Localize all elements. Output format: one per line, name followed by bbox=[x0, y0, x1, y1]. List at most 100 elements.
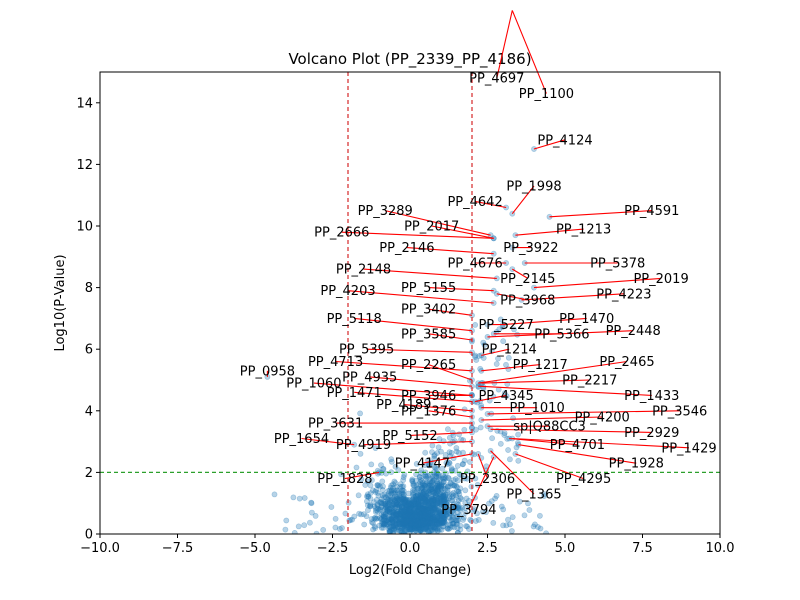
data-point bbox=[388, 482, 395, 489]
data-point bbox=[430, 514, 437, 520]
data-point bbox=[421, 505, 428, 512]
data-point bbox=[420, 529, 426, 534]
data-point bbox=[374, 482, 381, 488]
data-point bbox=[449, 508, 456, 515]
data-point bbox=[414, 519, 421, 526]
data-point bbox=[412, 519, 419, 525]
data-point bbox=[439, 465, 446, 472]
data-point bbox=[414, 513, 421, 520]
data-point bbox=[401, 500, 408, 506]
data-point bbox=[420, 509, 427, 515]
data-point bbox=[415, 501, 421, 508]
data-point bbox=[401, 513, 408, 519]
data-point bbox=[413, 523, 420, 529]
data-point bbox=[390, 509, 397, 515]
data-point bbox=[441, 518, 447, 525]
data-point bbox=[406, 514, 413, 521]
data-point bbox=[441, 510, 448, 517]
data-point bbox=[432, 526, 439, 533]
data-point bbox=[419, 499, 426, 506]
data-point bbox=[402, 513, 408, 520]
data-point bbox=[429, 496, 436, 503]
data-point bbox=[405, 501, 412, 508]
data-point bbox=[411, 516, 418, 523]
data-point bbox=[456, 505, 463, 512]
data-point bbox=[402, 517, 409, 524]
data-point bbox=[389, 514, 395, 521]
data-point bbox=[409, 510, 416, 516]
data-point bbox=[440, 492, 447, 499]
data-point bbox=[420, 521, 426, 528]
data-point bbox=[406, 526, 413, 533]
data-point bbox=[411, 521, 418, 528]
data-point bbox=[444, 483, 451, 490]
data-point bbox=[387, 524, 393, 531]
data-point bbox=[406, 521, 413, 528]
data-point bbox=[420, 484, 427, 491]
gene-label: PP_3585 bbox=[401, 327, 456, 342]
data-point bbox=[395, 527, 402, 534]
data-point bbox=[426, 520, 432, 526]
data-point bbox=[401, 523, 408, 530]
data-point bbox=[413, 513, 419, 520]
data-point bbox=[404, 510, 411, 517]
data-point bbox=[419, 516, 425, 522]
data-point bbox=[429, 515, 435, 522]
data-point bbox=[411, 523, 418, 529]
data-point bbox=[417, 512, 424, 519]
data-point bbox=[430, 498, 437, 505]
data-point bbox=[401, 520, 408, 527]
data-point bbox=[424, 520, 431, 527]
data-point bbox=[431, 497, 437, 504]
data-point bbox=[409, 520, 416, 527]
gene-label: PP_1471 bbox=[327, 386, 382, 401]
data-point bbox=[408, 499, 415, 506]
data-point bbox=[436, 482, 443, 489]
data-point bbox=[408, 509, 415, 516]
data-point bbox=[426, 520, 433, 527]
data-point bbox=[438, 502, 445, 508]
data-point bbox=[424, 517, 431, 524]
data-point bbox=[394, 524, 401, 531]
data-point bbox=[421, 488, 427, 495]
data-point bbox=[394, 513, 400, 519]
data-point bbox=[434, 497, 441, 504]
data-point bbox=[413, 525, 420, 532]
data-point bbox=[440, 499, 446, 505]
data-point bbox=[451, 482, 457, 489]
data-point bbox=[427, 490, 434, 496]
data-point bbox=[441, 519, 447, 526]
data-point bbox=[380, 513, 387, 520]
data-point bbox=[401, 528, 408, 534]
data-point bbox=[408, 520, 415, 527]
data-point bbox=[399, 487, 405, 493]
data-point bbox=[453, 494, 460, 500]
data-point bbox=[395, 514, 401, 521]
data-point bbox=[413, 518, 420, 524]
data-point bbox=[387, 492, 393, 499]
data-point bbox=[419, 519, 426, 526]
data-point bbox=[411, 517, 418, 524]
data-point bbox=[397, 483, 404, 490]
data-point bbox=[425, 507, 431, 514]
gene-label: PP_5155 bbox=[401, 281, 456, 296]
data-point bbox=[406, 506, 413, 513]
data-point bbox=[425, 512, 431, 519]
data-point bbox=[388, 456, 395, 463]
data-point bbox=[427, 503, 434, 510]
data-point bbox=[425, 485, 432, 492]
data-point bbox=[423, 514, 430, 520]
data-point bbox=[351, 513, 358, 520]
data-point bbox=[396, 503, 403, 509]
data-point bbox=[436, 509, 442, 515]
data-point bbox=[415, 517, 422, 524]
data-point bbox=[371, 499, 377, 505]
data-point bbox=[410, 502, 417, 509]
data-point bbox=[434, 509, 441, 516]
data-point bbox=[449, 494, 455, 500]
data-point bbox=[416, 521, 422, 528]
data-point bbox=[441, 516, 448, 523]
data-point bbox=[426, 487, 433, 494]
data-point bbox=[438, 526, 445, 533]
data-point bbox=[406, 505, 413, 512]
